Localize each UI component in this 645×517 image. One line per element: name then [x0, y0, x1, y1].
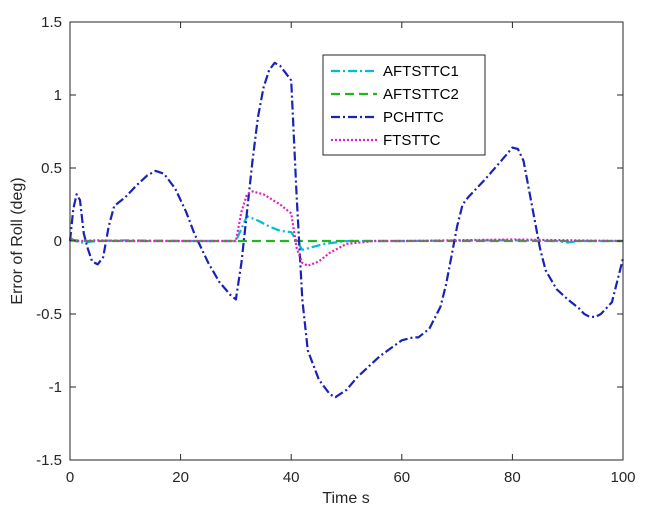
- x-tick-label: 0: [66, 469, 74, 486]
- y-tick-label: 0.5: [41, 160, 62, 177]
- series-line-2: [68, 61, 625, 399]
- legend-label: PCHTTC: [383, 109, 444, 126]
- x-tick-label: 60: [393, 469, 410, 486]
- legend-label: AFTSTTC2: [383, 86, 459, 103]
- series-layer: [68, 61, 625, 399]
- y-tick-label: -1: [49, 379, 62, 396]
- legend-label: FTSTTC: [383, 132, 441, 149]
- y-axis-title: Error of Roll (deg): [9, 177, 26, 304]
- x-tick-label: 80: [504, 469, 521, 486]
- y-tick-label: 1.5: [41, 14, 62, 31]
- y-tick-label: -1.5: [36, 452, 62, 469]
- x-tick-label: 40: [283, 469, 300, 486]
- x-tick-label: 100: [610, 469, 635, 486]
- x-axis-title: Time s: [322, 490, 369, 507]
- legend: AFTSTTC1 AFTSTTC2 PCHTTC FTSTTC: [322, 54, 486, 156]
- y-tick-label: 0: [54, 233, 62, 250]
- y-tick-label: 1: [54, 87, 62, 104]
- axes-layer: 0 20 40 60 80 100 -1.5 -1 -0.5 0 0.5 1 1.5: [36, 14, 635, 486]
- legend-label: AFTSTTC1: [383, 63, 459, 80]
- y-tick-label: -0.5: [36, 306, 62, 323]
- series-line-3: [69, 190, 624, 267]
- x-tick-label: 20: [172, 469, 189, 486]
